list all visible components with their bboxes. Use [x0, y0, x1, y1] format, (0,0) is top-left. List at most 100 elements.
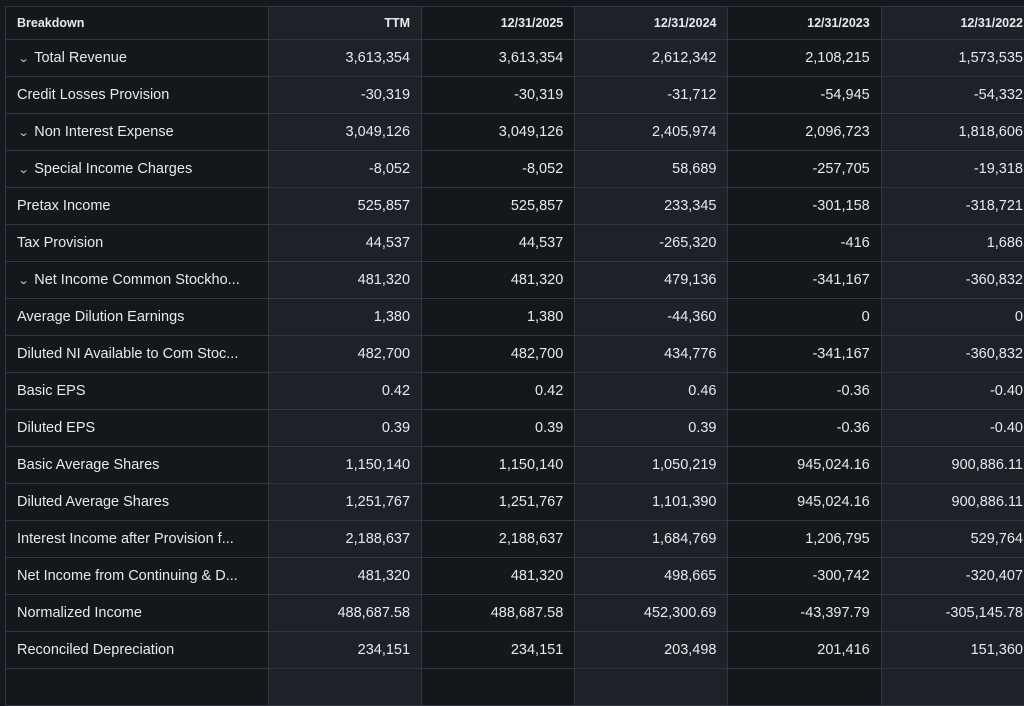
row-label: Reconciled Depreciation	[6, 632, 269, 669]
cell-value: 434,776	[575, 336, 728, 373]
row-label-text: Normalized Income	[17, 605, 142, 621]
cell-value: 151,360	[881, 632, 1024, 669]
cell-value: 1,251,767	[268, 484, 421, 521]
chevron-down-icon[interactable]: ⌄	[18, 52, 30, 65]
row-label: Credit Losses Provision	[6, 77, 269, 114]
column-header-1: TTM	[268, 7, 421, 40]
row-label: Basic EPS	[6, 373, 269, 410]
cell-value: 1,150,140	[422, 447, 575, 484]
cell-value: 1,050,219	[575, 447, 728, 484]
cell-value: 481,320	[268, 558, 421, 595]
cell-value: 498,665	[575, 558, 728, 595]
cell-value	[881, 669, 1024, 706]
cell-value: -8,052	[422, 151, 575, 188]
cell-value: -44,360	[575, 299, 728, 336]
cell-value: 1,150,140	[268, 447, 421, 484]
cell-value: 900,886.11	[881, 447, 1024, 484]
row-label-text: Credit Losses Provision	[17, 87, 169, 103]
cell-value	[422, 669, 575, 706]
cell-value: -416	[728, 225, 881, 262]
column-header-5: 12/31/2022	[881, 7, 1024, 40]
cell-value: 201,416	[728, 632, 881, 669]
column-header-4: 12/31/2023	[728, 7, 881, 40]
row-label[interactable]: ⌄ Non Interest Expense	[6, 114, 269, 151]
row-label: Net Income from Continuing & D...	[6, 558, 269, 595]
table-row: Credit Losses Provision-30,319-30,319-31…	[6, 77, 1024, 114]
row-label-text: Diluted NI Available to Com Stoc...	[17, 346, 238, 362]
cell-value: 525,857	[268, 188, 421, 225]
cell-value: 481,320	[422, 558, 575, 595]
cell-value: 44,537	[268, 225, 421, 262]
cell-value: 0.39	[575, 410, 728, 447]
column-header-breakdown: Breakdown	[6, 7, 269, 40]
row-label-text: Net Income from Continuing & D...	[17, 568, 238, 584]
chevron-down-icon[interactable]: ⌄	[18, 274, 30, 287]
cell-value: -300,742	[728, 558, 881, 595]
row-label-text: Basic EPS	[17, 383, 86, 399]
cell-value: -305,145.78	[881, 595, 1024, 632]
row-label-text: Special Income Charges	[34, 161, 192, 177]
cell-value: -8,052	[268, 151, 421, 188]
table-row: Diluted NI Available to Com Stoc...482,7…	[6, 336, 1024, 373]
row-label-text: Total Revenue	[34, 50, 127, 66]
cell-value	[575, 669, 728, 706]
row-label: Diluted NI Available to Com Stoc...	[6, 336, 269, 373]
cell-value: 2,108,215	[728, 40, 881, 77]
cell-value: 58,689	[575, 151, 728, 188]
cell-value: 900,886.11	[881, 484, 1024, 521]
cell-value: -318,721	[881, 188, 1024, 225]
row-label-text: Reconciled Depreciation	[17, 642, 174, 658]
cell-value: 1,573,535	[881, 40, 1024, 77]
cell-value: -0.36	[728, 410, 881, 447]
row-label-text: Diluted Average Shares	[17, 494, 169, 510]
cell-value: 234,151	[268, 632, 421, 669]
cell-value: -30,319	[268, 77, 421, 114]
cell-value: 0.39	[422, 410, 575, 447]
row-label: Tax Provision	[6, 225, 269, 262]
row-label: Interest Income after Provision f...	[6, 521, 269, 558]
chevron-down-icon[interactable]: ⌄	[18, 163, 30, 176]
cell-value: 529,764	[881, 521, 1024, 558]
cell-value: 481,320	[268, 262, 421, 299]
cell-value: 1,818,606	[881, 114, 1024, 151]
row-label: Pretax Income	[6, 188, 269, 225]
cell-value: 0	[728, 299, 881, 336]
cell-value: -341,167	[728, 336, 881, 373]
cell-value: 3,049,126	[422, 114, 575, 151]
cell-value: -30,319	[422, 77, 575, 114]
cell-value: -341,167	[728, 262, 881, 299]
chevron-down-icon[interactable]: ⌄	[18, 126, 30, 139]
column-header-3: 12/31/2024	[575, 7, 728, 40]
row-label-text: Non Interest Expense	[34, 124, 173, 140]
cell-value: -0.40	[881, 373, 1024, 410]
cell-value: 1,380	[422, 299, 575, 336]
cell-value: -360,832	[881, 262, 1024, 299]
row-label: Diluted EPS	[6, 410, 269, 447]
row-label-text: Basic Average Shares	[17, 457, 159, 473]
cell-value: -320,407	[881, 558, 1024, 595]
cell-value: 2,188,637	[422, 521, 575, 558]
cell-value: -0.40	[881, 410, 1024, 447]
row-label[interactable]: ⌄ Total Revenue	[6, 40, 269, 77]
table-row: Net Income from Continuing & D... 481,320…	[6, 558, 1024, 595]
cell-value: 0.46	[575, 373, 728, 410]
cell-value: 525,857	[422, 188, 575, 225]
row-label[interactable]: ⌄ Special Income Charges	[6, 151, 269, 188]
cell-value: 1,101,390	[575, 484, 728, 521]
row-label[interactable]: ⌄ Net Income Common Stockho...	[6, 262, 269, 299]
cell-value: 945,024.16	[728, 484, 881, 521]
row-label-text: Net Income Common Stockho...	[34, 272, 240, 288]
cell-value: -301,158	[728, 188, 881, 225]
cell-value: 1,251,767	[422, 484, 575, 521]
cell-value: -54,332	[881, 77, 1024, 114]
cell-value: -31,712	[575, 77, 728, 114]
